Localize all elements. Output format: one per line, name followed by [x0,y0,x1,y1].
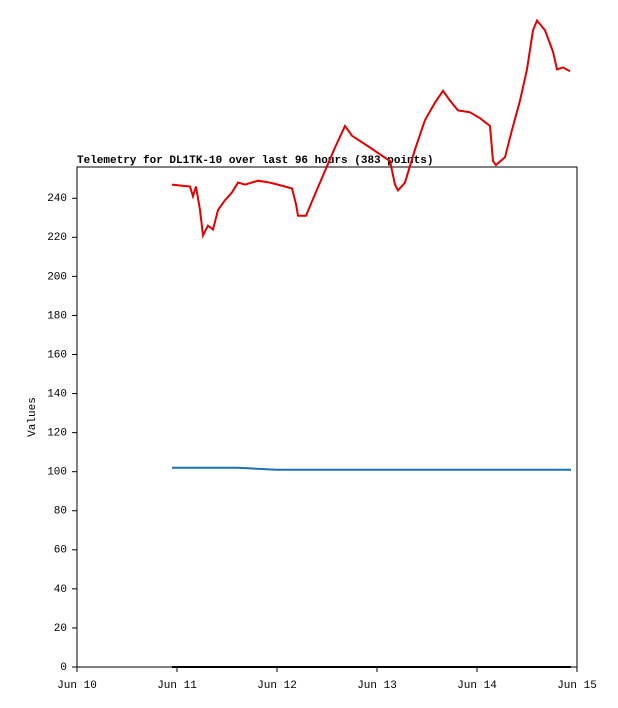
chart-title: Telemetry for DL1TK-10 over last 96 hour… [77,155,433,167]
y-tick-label: 120 [47,428,67,440]
series-line [172,466,571,471]
y-tick-label: 240 [47,193,67,205]
y-tick-label: 40 [54,584,67,596]
y-tick-label: 140 [47,388,67,400]
series-line [171,18,571,239]
x-tick-label: Jun 12 [257,680,297,692]
x-tick-label: Jun 10 [57,680,97,692]
y-tick-label: 60 [54,545,67,557]
x-tick-label: Jun 13 [357,680,397,692]
x-tick-label: Jun 15 [557,680,597,692]
y-tick-label: 180 [47,310,67,322]
y-tick-label: 220 [47,232,67,244]
y-tick-label: 100 [47,467,67,479]
y-tick-label: 20 [54,623,67,635]
y-tick-label: 200 [47,271,67,283]
y-tick-label: 80 [54,506,67,518]
y-tick-label: 0 [60,662,67,674]
x-tick-label: Jun 11 [157,680,197,692]
plot-frame [76,166,578,668]
y-axis-label: Values [27,397,39,437]
x-tick-label: Jun 14 [457,680,497,692]
y-tick-label: 160 [47,349,67,361]
